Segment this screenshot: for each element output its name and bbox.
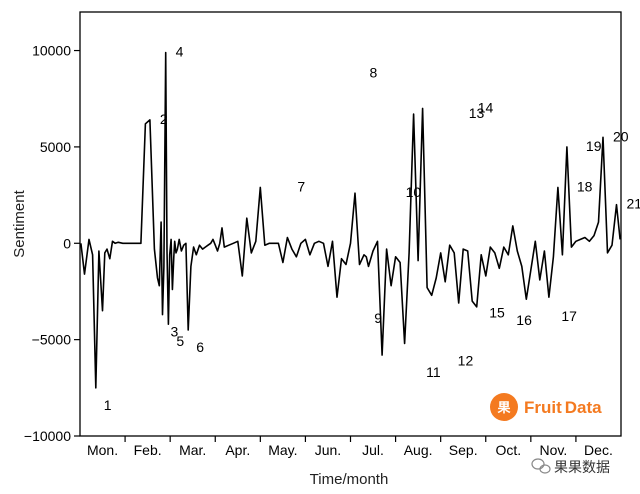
y-tick-label: 0	[63, 235, 71, 251]
y-tick-label: 5000	[40, 139, 71, 155]
wechat-icon	[531, 458, 551, 474]
x-axis-title: Time/month	[310, 471, 389, 488]
peak-label-2: 2	[160, 111, 168, 127]
x-tick-label: Apr.	[225, 442, 250, 458]
x-tick-label: Nov.	[540, 442, 568, 458]
chart-axes: −10000 −5000 0 5000 10000 Mon. Feb. Mar. Apr. May…	[24, 11, 622, 458]
x-tick-label: Dec.	[584, 442, 613, 458]
fruit-logo-icon	[490, 393, 518, 421]
x-tick-label: Mon.	[87, 442, 118, 458]
logo-word-data: Data	[565, 398, 602, 417]
peak-label-10: 10	[406, 184, 422, 200]
peak-label-15: 15	[489, 304, 505, 320]
peak-label-19: 19	[586, 138, 602, 154]
x-tick-label: Mar.	[179, 442, 206, 458]
fruit-logo-glyph: 果	[496, 401, 510, 416]
watermark-text: 果果数据	[554, 460, 610, 476]
peak-label-12: 12	[458, 352, 474, 368]
peak-label-4: 4	[176, 43, 184, 59]
peak-label-11: 11	[426, 364, 441, 380]
y-axis-title: Sentiment	[11, 189, 28, 257]
sentiment-series-line	[80, 51, 621, 389]
peak-label-13: 13	[469, 105, 485, 121]
wechat-watermark: 果果数据	[531, 458, 610, 476]
y-tick-label: −5000	[32, 332, 72, 348]
peak-label-3: 3	[171, 324, 179, 340]
x-tick-label: Aug.	[404, 442, 433, 458]
logo-word-fruit: Fruit	[524, 398, 562, 417]
chart-series	[80, 51, 621, 389]
peak-label-20: 20	[613, 128, 629, 144]
peak-label-14: 14	[478, 99, 494, 115]
y-tick-label: 10000	[32, 43, 71, 59]
x-tick-label: Jul.	[362, 442, 384, 458]
x-tick-label: Jun.	[315, 442, 341, 458]
peak-label-18: 18	[577, 178, 593, 194]
peak-label-7: 7	[297, 178, 305, 194]
peak-label-9: 9	[374, 310, 382, 326]
peak-label-8: 8	[370, 65, 378, 81]
peak-label-17: 17	[561, 308, 577, 324]
y-tick-label: −10000	[24, 428, 71, 444]
peak-label-1: 1	[104, 397, 112, 413]
x-tick-label: Feb.	[134, 442, 162, 458]
x-tick-label: May.	[268, 442, 297, 458]
peak-label-5: 5	[176, 333, 184, 349]
peak-label-6: 6	[196, 339, 204, 355]
x-tick-label: Oct.	[495, 442, 521, 458]
x-tick-label: Sep.	[449, 442, 478, 458]
peak-label-21: 21	[626, 196, 640, 212]
fruitdata-logo: 果 Fruit Data	[490, 393, 602, 421]
peak-label-16: 16	[516, 312, 532, 328]
